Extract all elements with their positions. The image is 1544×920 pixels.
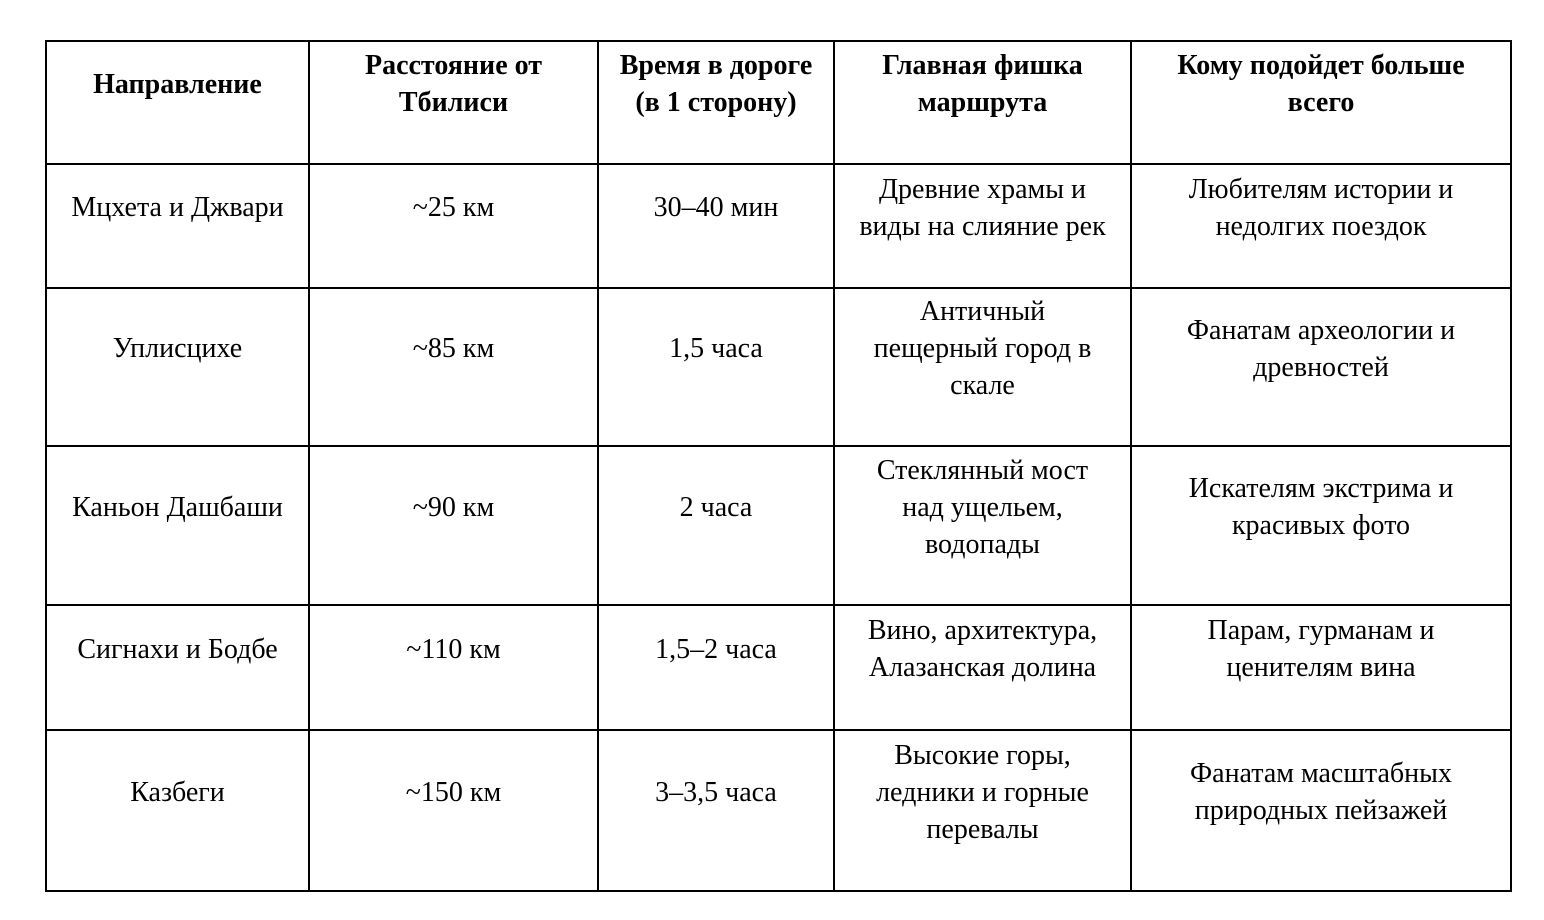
- table-cell: Сигнахи и Бодбе: [45, 604, 310, 731]
- table-cell: Мцхета и Джвари: [45, 163, 310, 289]
- table-body: Мцхета и Джвари ~25 км 30–40 мин Древние хр…: [45, 163, 1512, 892]
- table-cell: Фанатам археологии и древностей: [1130, 287, 1512, 447]
- table-cell: Казбеги: [45, 729, 310, 892]
- table-cell: 3–3,5 часа: [597, 729, 835, 892]
- table-cell: Фанатам масштабных природных пейзажей: [1130, 729, 1512, 892]
- table-cell: 30–40 мин: [597, 163, 835, 289]
- table-cell: Стеклянный мост над ущельем, водопады: [833, 445, 1132, 606]
- table-cell: Высокие горы, ледники и горные перевалы: [833, 729, 1132, 892]
- table-cell: ~110 км: [308, 604, 599, 731]
- table-row: Каньон Дашбаши ~90 км 2 часа Стеклянный мос…: [45, 445, 1512, 606]
- table-cell: Вино, архитектура, Алазанская долина: [833, 604, 1132, 731]
- header-cell: Направление: [45, 40, 310, 165]
- table-cell: ~25 км: [308, 163, 599, 289]
- header-row: Направление Расстояние от Тбилиси Время в …: [45, 40, 1512, 165]
- table-cell: 1,5–2 часа: [597, 604, 835, 731]
- table-header: Направление Расстояние от Тбилиси Время в …: [45, 40, 1512, 165]
- table-row: Казбеги ~150 км 3–3,5 часа Высокие горы, ле…: [45, 729, 1512, 892]
- header-cell: Время в дороге (в 1 сторону): [597, 40, 835, 165]
- table-cell: Уплисцихе: [45, 287, 310, 447]
- destinations-table: Направление Расстояние от Тбилиси Время в …: [45, 40, 1512, 892]
- header-cell: Кому подойдет больше всего: [1130, 40, 1512, 165]
- table-cell: 2 часа: [597, 445, 835, 606]
- table-cell: ~90 км: [308, 445, 599, 606]
- table-row: Уплисцихе ~85 км 1,5 часа Античный пещерный…: [45, 287, 1512, 447]
- header-cell: Главная фишка маршрута: [833, 40, 1132, 165]
- table-cell: Искателям экстрима и красивых фото: [1130, 445, 1512, 606]
- table-row: Мцхета и Джвари ~25 км 30–40 мин Древние хр…: [45, 163, 1512, 289]
- table-cell: Парам, гурманам и ценителям вина: [1130, 604, 1512, 731]
- table-cell: Античный пещерный город в скале: [833, 287, 1132, 447]
- table-cell: Древние храмы и виды на слияние рек: [833, 163, 1132, 289]
- table-cell: 1,5 часа: [597, 287, 835, 447]
- table-cell: Каньон Дашбаши: [45, 445, 310, 606]
- table-cell: ~85 км: [308, 287, 599, 447]
- table-row: Сигнахи и Бодбе ~110 км 1,5–2 часа Вино, ар…: [45, 604, 1512, 731]
- header-cell: Расстояние от Тбилиси: [308, 40, 599, 165]
- table-cell: Любителям истории и недолгих поездок: [1130, 163, 1512, 289]
- table-cell: ~150 км: [308, 729, 599, 892]
